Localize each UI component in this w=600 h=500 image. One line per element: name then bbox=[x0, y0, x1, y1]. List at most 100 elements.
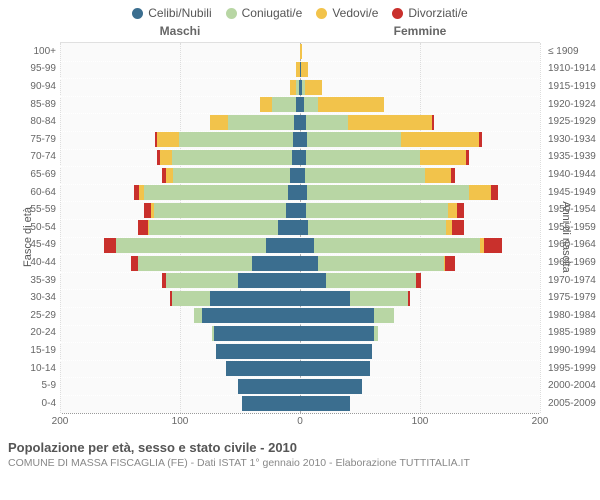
female-bar bbox=[300, 396, 540, 411]
female-bar bbox=[300, 62, 540, 77]
legend-label: Celibi/Nubili bbox=[148, 6, 211, 20]
male-bar bbox=[60, 361, 300, 376]
bar-segment bbox=[300, 44, 302, 59]
bar-segment bbox=[173, 168, 291, 183]
ylabel-birth: 1990-1994 bbox=[548, 346, 600, 356]
bar-segment bbox=[214, 326, 300, 341]
legend-item: Celibi/Nubili bbox=[132, 6, 211, 20]
x-axis: 2001000100200 bbox=[60, 414, 540, 432]
ylabel-birth: 1925-1929 bbox=[548, 117, 600, 127]
ylabel-age: 100+ bbox=[0, 47, 56, 57]
bar-segment bbox=[149, 220, 279, 235]
bar-segment bbox=[286, 203, 300, 218]
ylabel-birth: 1910-1914 bbox=[548, 64, 600, 74]
bar-segment bbox=[300, 326, 374, 341]
age-row bbox=[60, 256, 540, 271]
bar-segment bbox=[420, 150, 466, 165]
bar-segment bbox=[290, 168, 300, 183]
bar-segment bbox=[179, 132, 293, 147]
bar-segment bbox=[293, 132, 300, 147]
header-female: Femmine bbox=[300, 24, 540, 38]
ylabel-birth: 1935-1939 bbox=[548, 152, 600, 162]
legend: Celibi/Nubili Coniugati/e Vedovi/e Divorzia… bbox=[0, 0, 600, 24]
male-bar bbox=[60, 97, 300, 112]
bar-segment bbox=[304, 97, 318, 112]
bar-segment bbox=[278, 220, 300, 235]
legend-item: Divorziati/e bbox=[392, 6, 467, 20]
chart-title: Popolazione per età, sesso e stato civil… bbox=[8, 440, 592, 455]
bar-segment bbox=[425, 168, 451, 183]
female-bar bbox=[300, 361, 540, 376]
title-block: Popolazione per età, sesso e stato civil… bbox=[0, 432, 600, 469]
bar-segment bbox=[318, 256, 444, 271]
bar-segment bbox=[172, 150, 292, 165]
bar-segment bbox=[300, 396, 350, 411]
ylabel-birth: 1975-1979 bbox=[548, 293, 600, 303]
ylabel-age: 45-49 bbox=[0, 240, 56, 250]
ylabel-age: 40-44 bbox=[0, 258, 56, 268]
bar-segment bbox=[307, 132, 401, 147]
ylabel-age: 55-59 bbox=[0, 205, 56, 215]
male-bar bbox=[60, 326, 300, 341]
male-bar bbox=[60, 132, 300, 147]
bar-segment bbox=[445, 256, 455, 271]
ylabel-age: 35-39 bbox=[0, 276, 56, 286]
bar-segment bbox=[228, 115, 294, 130]
bar-segment bbox=[301, 62, 308, 77]
y-labels-age: 100+95-9990-9485-8980-8475-7970-7465-696… bbox=[0, 43, 56, 413]
age-row bbox=[60, 344, 540, 359]
ylabel-birth: 1970-1974 bbox=[548, 276, 600, 286]
male-bar bbox=[60, 256, 300, 271]
ylabel-age: 90-94 bbox=[0, 82, 56, 92]
age-row bbox=[60, 150, 540, 165]
ylabel-age: 75-79 bbox=[0, 135, 56, 145]
bar-segment bbox=[300, 185, 307, 200]
ylabel-age: 30-34 bbox=[0, 293, 56, 303]
bar-segment bbox=[238, 379, 300, 394]
bar-segment bbox=[306, 150, 420, 165]
bar-segment bbox=[314, 238, 480, 253]
ylabel-birth: 1980-1984 bbox=[548, 311, 600, 321]
age-row bbox=[60, 44, 540, 59]
bar-segment bbox=[144, 185, 288, 200]
bar-segment bbox=[242, 396, 300, 411]
header-male: Maschi bbox=[60, 24, 300, 38]
ylabel-birth: 1955-1959 bbox=[548, 223, 600, 233]
age-row bbox=[60, 132, 540, 147]
ylabel-age: 10-14 bbox=[0, 364, 56, 374]
bar-segment bbox=[300, 220, 308, 235]
age-row bbox=[60, 185, 540, 200]
female-bar bbox=[300, 115, 540, 130]
age-row bbox=[60, 238, 540, 253]
ylabel-birth: 1940-1944 bbox=[548, 170, 600, 180]
bar-segment bbox=[157, 132, 179, 147]
age-row bbox=[60, 220, 540, 235]
bar-segment bbox=[300, 238, 314, 253]
female-bar bbox=[300, 256, 540, 271]
bar-segment bbox=[226, 361, 300, 376]
bar-segment bbox=[451, 168, 455, 183]
female-bar bbox=[300, 150, 540, 165]
ylabel-age: 5-9 bbox=[0, 381, 56, 391]
female-bar bbox=[300, 344, 540, 359]
ylabel-age: 65-69 bbox=[0, 170, 56, 180]
legend-swatch bbox=[392, 8, 403, 19]
legend-label: Vedovi/e bbox=[332, 6, 378, 20]
legend-label: Divorziati/e bbox=[408, 6, 467, 20]
bar-segment bbox=[479, 132, 483, 147]
age-row bbox=[60, 115, 540, 130]
bar-segment bbox=[116, 238, 266, 253]
female-bar bbox=[300, 97, 540, 112]
bar-segment bbox=[457, 203, 464, 218]
age-row bbox=[60, 308, 540, 323]
age-row bbox=[60, 396, 540, 411]
bar-segment bbox=[292, 150, 300, 165]
bar-segment bbox=[300, 256, 318, 271]
bar-segment bbox=[138, 220, 148, 235]
y-labels-birth: ≤ 19091910-19141915-19191920-19241925-19… bbox=[544, 43, 600, 413]
bar-segment bbox=[300, 132, 307, 147]
male-bar bbox=[60, 115, 300, 130]
legend-label: Coniugati/e bbox=[242, 6, 303, 20]
female-bar bbox=[300, 185, 540, 200]
bar-segment bbox=[484, 238, 502, 253]
